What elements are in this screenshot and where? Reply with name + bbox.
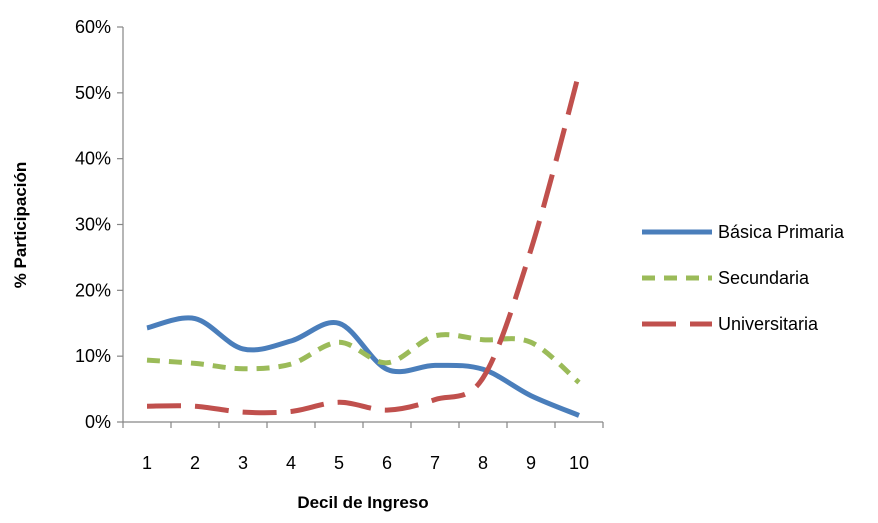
x-tick-label: 9 [526, 453, 536, 473]
y-tick-label: 0% [85, 412, 111, 432]
x-tick-label: 4 [286, 453, 296, 473]
x-tick-label: 6 [382, 453, 392, 473]
y-tick-label: 40% [75, 149, 111, 169]
series-line-2 [146, 332, 581, 385]
x-tick-label: 2 [190, 453, 200, 473]
x-axis-title: Decil de Ingreso [297, 493, 428, 512]
x-tick-label: 10 [569, 453, 589, 473]
y-tick-label: 10% [75, 346, 111, 366]
x-tick-label: 8 [478, 453, 488, 473]
series-line-3 [146, 72, 582, 416]
x-tick-label: 1 [142, 453, 152, 473]
y-tick-label: 50% [75, 83, 111, 103]
x-tick-label: 7 [430, 453, 440, 473]
legend-label-3: Universitaria [718, 314, 819, 334]
x-tick-label: 5 [334, 453, 344, 473]
x-axis-ticks: 1 2 3 4 5 6 7 8 9 10 [122, 422, 604, 473]
y-tick-label: 60% [75, 17, 111, 37]
series-layer [146, 72, 582, 418]
legend: Básica Primaria Secundaria Universitaria [642, 222, 845, 334]
y-tick-label: 30% [75, 215, 111, 235]
legend-label-1: Básica Primaria [718, 222, 845, 242]
x-tick-label: 3 [238, 453, 248, 473]
y-axis-ticks: 0% 10% 20% 30% 40% 50% 60% [75, 17, 123, 432]
legend-label-2: Secundaria [718, 268, 810, 288]
y-tick-label: 20% [75, 280, 111, 300]
y-axis-title: % Participación [11, 162, 30, 289]
series-line-1 [146, 315, 580, 418]
